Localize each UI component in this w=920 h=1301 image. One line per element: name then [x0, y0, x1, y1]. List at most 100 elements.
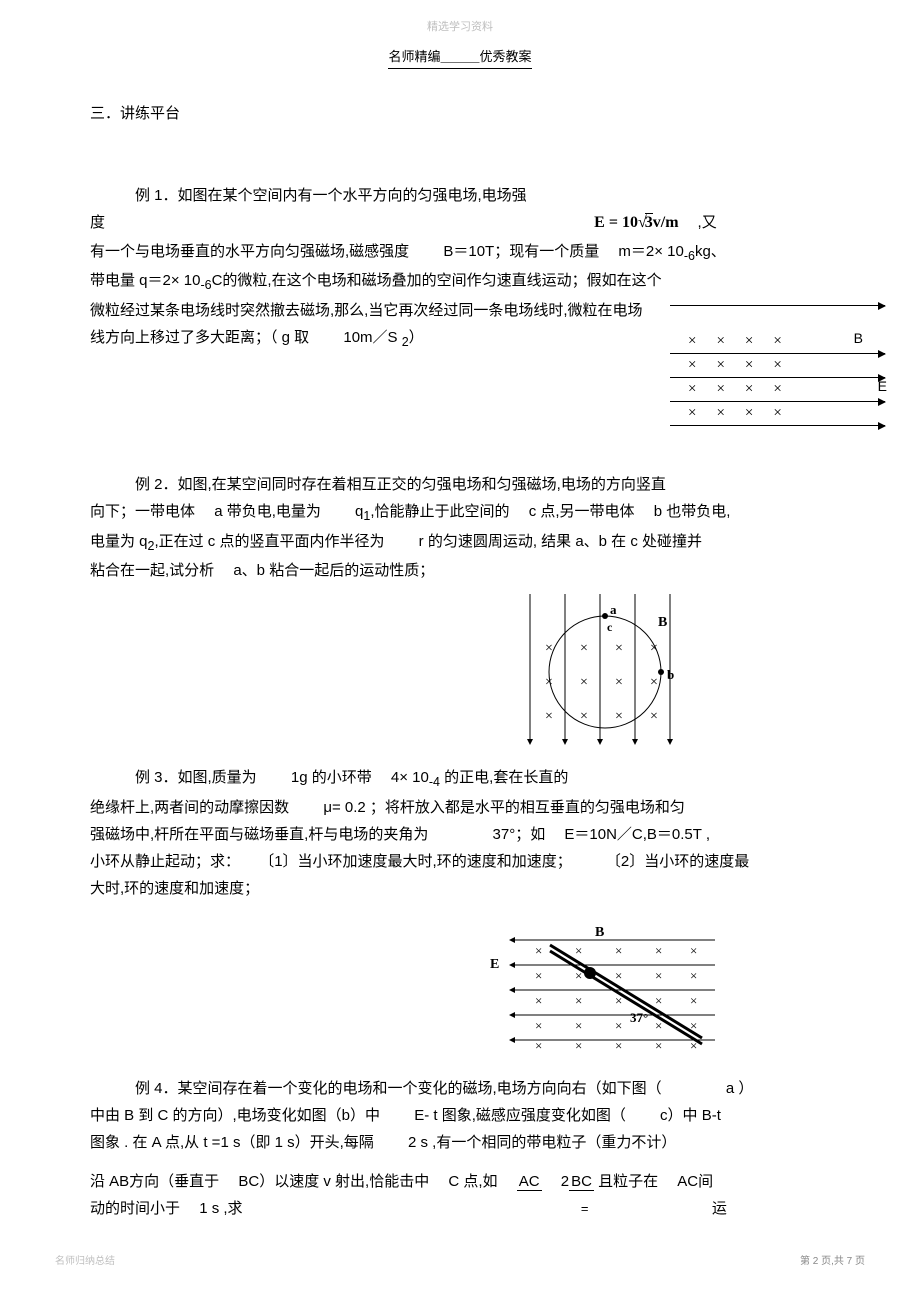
ex1-l2c: m＝2× 10 — [618, 243, 683, 260]
ex4-l1b: a ） — [726, 1080, 754, 1097]
svg-text:×: × — [545, 641, 553, 656]
header-prefix: 名师精编 — [388, 49, 440, 64]
ex3-l4a: 小环从静止起动；求： — [90, 853, 240, 870]
ex4-l4f: 2 — [561, 1173, 569, 1190]
ex2-l3c: r 的匀速圆周运动, 结果 a、b 在 c 处碰撞并 — [419, 533, 702, 550]
ex3-l2b: μ= 0.2 ；将杆放入都是水平的相互垂直的匀强电场和匀 — [323, 799, 685, 816]
svg-text:×: × — [650, 709, 658, 724]
ex1-formula: E = 10√3v/m — [594, 214, 682, 231]
svg-text:×: × — [615, 675, 623, 690]
ex1-l2d: kg、 — [695, 243, 726, 260]
ex1-l2a: 有一个与电场垂直的水平方向匀强磁场,磁感强度 — [90, 243, 409, 260]
svg-text:B: B — [658, 615, 667, 630]
ex3-l4c: 〔2〕当小环的速度最 — [606, 853, 749, 870]
ex3-l3a: 强磁场中,杆所在平面与磁场垂直,杆与电场的夹角为 — [90, 826, 428, 843]
example-3: 例 3．如图,质量为 1g 的小环带 4× 10-4 的正电,套在长直的 绝缘杆… — [90, 764, 830, 902]
ex2-l3b: ,正在过 c 点的竖直平面内作半径为 — [154, 533, 384, 550]
ex4-l4b: BC）以速度 v 射出,恰能击中 — [238, 1173, 429, 1190]
ex4-l4d: AC — [517, 1173, 542, 1191]
ex4-l4a: 沿 AB方向（垂直于 — [90, 1173, 219, 1190]
svg-text:c: c — [607, 620, 613, 634]
svg-text:×: × — [580, 641, 588, 656]
ex4-l2c: c）中 B-t — [660, 1107, 721, 1124]
ex1-sub2: 2 — [402, 335, 409, 349]
ex2-l4a: 粘合在一起,试分析 — [90, 562, 214, 579]
svg-text:×: × — [690, 993, 697, 1008]
svg-text:×: × — [615, 993, 622, 1008]
ex2-l2a: 向下；一带电体 — [90, 503, 195, 520]
ex3-l1c: 4× 10 — [391, 769, 429, 786]
svg-text:×: × — [655, 943, 662, 958]
ex2-l2f: b 也带负电, — [654, 503, 731, 520]
svg-text:×: × — [535, 1038, 542, 1053]
svg-text:×: × — [535, 968, 542, 983]
svg-text:×: × — [615, 641, 623, 656]
svg-text:×: × — [545, 675, 553, 690]
header-suffix: 优秀教案 — [480, 49, 532, 64]
ex3-l3b: 37°；如 — [493, 826, 546, 843]
svg-text:×: × — [615, 943, 622, 958]
svg-text:×: × — [575, 1018, 582, 1033]
ex3-l2a: 绝缘杆上,两者间的动摩擦因数 — [90, 799, 289, 816]
footer-left: 名师归纳总结 — [55, 1253, 115, 1271]
svg-text:×: × — [615, 1018, 622, 1033]
ex1-tail: ,又 — [698, 214, 717, 231]
svg-text:×: × — [690, 943, 697, 958]
svg-text:E: E — [490, 957, 499, 972]
ex2-open: 例 2．如图,在某空间同时存在着相互正交的匀强电场和匀强磁场,电场的方向竖直 — [90, 471, 830, 498]
svg-text:B: B — [595, 925, 604, 940]
svg-text:×: × — [580, 709, 588, 724]
ex4-l5b: 1 s ,求 — [199, 1200, 242, 1217]
ex1-sub6b: -6 — [200, 278, 211, 292]
svg-text:×: × — [535, 943, 542, 958]
ex4-l4j: 间 — [698, 1173, 713, 1190]
ex1-open: 例 1．如图在某个空间内有一个水平方向的匀强电场,电场强度 — [90, 182, 530, 236]
ex4-l2a: 中由 B 到 C 的方向）,电场变化如图（b）中 — [90, 1107, 380, 1124]
ex1-formula-root: 3 — [645, 213, 653, 231]
ex4-l4i: AC — [677, 1173, 698, 1190]
svg-text:a: a — [610, 602, 617, 617]
ex2-l2b: a 带负电,电量为 — [214, 503, 321, 520]
ex1-formula-e: E = 10 — [594, 214, 638, 231]
ex3-l1d: 的正电,套在长直的 — [444, 769, 568, 786]
ex4-l2b: E- t 图象,磁感应强度变化如图（ — [414, 1107, 626, 1124]
ex1-l3a: 带电量 q＝2× 10 — [90, 272, 200, 289]
svg-text:×: × — [650, 641, 658, 656]
ex3-l1b: 1g 的小环带 — [291, 769, 372, 786]
ex2-l4b: a、b 粘合一起后的运动性质； — [233, 562, 434, 579]
figure-1: ××××B ×××× ××××E ×××× — [670, 305, 885, 425]
ex3-open: 例 3．如图,质量为 — [90, 764, 257, 791]
svg-text:×: × — [655, 993, 662, 1008]
ex1-l3b: C的微粒,在这个电场和磁场叠加的空间作匀速直线运动；假如在这个 — [212, 272, 662, 289]
svg-text:×: × — [575, 993, 582, 1008]
svg-text:×: × — [615, 1038, 622, 1053]
ex1-formula-vm: v/m — [653, 214, 679, 231]
figure-3: ××××× ××××× ××××× ××××× ××××× B E 37° — [480, 920, 830, 1055]
section-title: 三．讲练平台 — [90, 100, 830, 127]
svg-text:×: × — [690, 1018, 697, 1033]
ex4-l4c: C 点,如 — [448, 1173, 497, 1190]
svg-text:×: × — [575, 1038, 582, 1053]
ex4-l4h: 且粒子在 — [598, 1173, 658, 1190]
ex2-l2e: c 点,另一带电体 — [529, 503, 635, 520]
fig1-label-e: E — [878, 374, 887, 399]
ex2-l3a: 电量为 q — [90, 533, 148, 550]
example-4: 例 4．某空间存在着一个变化的电场和一个变化的磁场,电场方向向右（如下图（ a … — [90, 1075, 830, 1222]
svg-text:×: × — [655, 968, 662, 983]
ex4-eq: = — [581, 1202, 589, 1216]
svg-text:×: × — [615, 968, 622, 983]
ex3-l3c: E＝10N／C,B＝0.5T , — [564, 826, 710, 843]
ex4-l5c: 运 — [712, 1200, 727, 1217]
svg-text:×: × — [690, 968, 697, 983]
fig1-label-b: B — [854, 326, 863, 351]
footer-right: 第 2 页,共 7 页 — [800, 1253, 865, 1271]
svg-text:37°: 37° — [630, 1010, 648, 1025]
ex1-sub6a: -6 — [684, 249, 695, 263]
svg-text:×: × — [655, 1038, 662, 1053]
ex4-l4g: BC — [569, 1173, 594, 1191]
example-2: 例 2．如图,在某空间同时存在着相互正交的匀强电场和匀强磁场,电场的方向竖直 向… — [90, 471, 830, 584]
ex4-l3b: 2 s ,有一个相同的带电粒子（重力不计） — [408, 1134, 676, 1151]
ex1-l5c: ） — [409, 329, 424, 346]
ex3-l4b: 〔1〕当小环加速度最大时,环的速度和加速度； — [259, 853, 572, 870]
svg-text:×: × — [580, 675, 588, 690]
